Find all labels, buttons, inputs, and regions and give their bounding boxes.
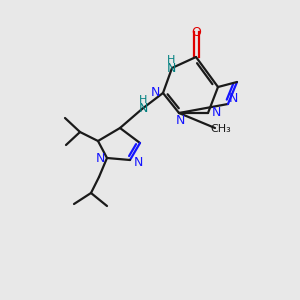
Text: H: H (167, 55, 175, 65)
Text: CH₃: CH₃ (211, 124, 231, 134)
Text: O: O (191, 26, 201, 38)
Text: H: H (139, 95, 147, 105)
Text: N: N (138, 103, 148, 116)
Text: N: N (95, 152, 105, 166)
Text: N: N (166, 62, 176, 76)
Text: N: N (228, 92, 238, 106)
Text: N: N (211, 106, 221, 119)
Text: N: N (133, 155, 143, 169)
Text: N: N (175, 115, 185, 128)
Text: N: N (150, 85, 160, 98)
